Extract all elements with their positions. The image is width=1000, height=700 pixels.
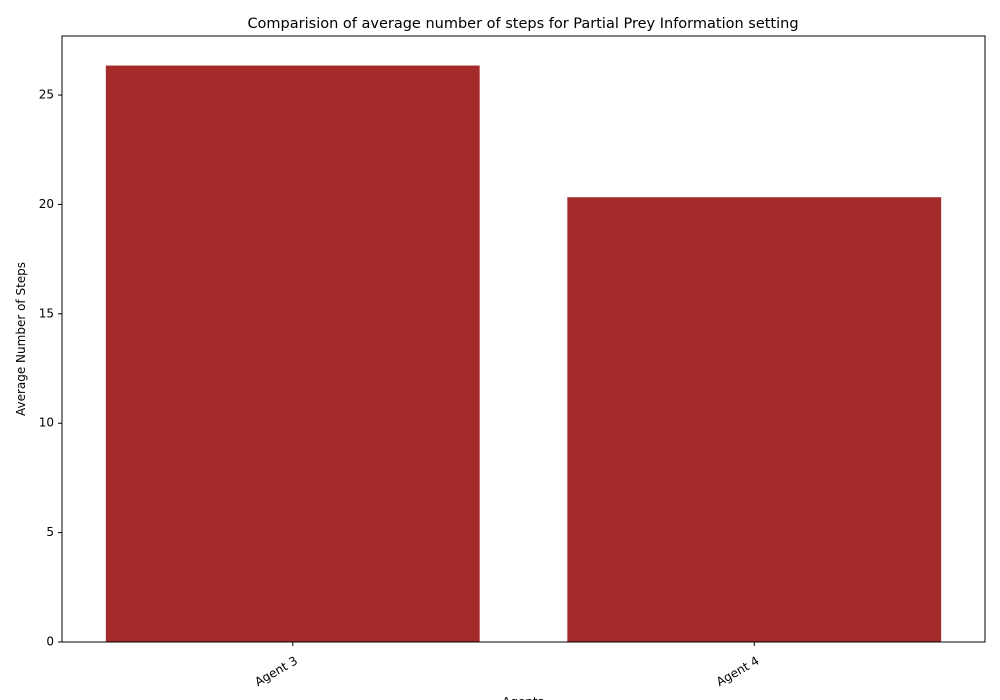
bar [105,65,480,642]
y-tick-label: 10 [39,416,54,430]
y-tick-label: 0 [46,635,54,649]
x-tick-label: Agent 3 [252,654,300,690]
chart-title: Comparision of average number of steps f… [247,16,798,32]
plot-frame [61,35,986,643]
y-axis-label: Average Number of Steps [14,262,28,416]
y-tick-label: 25 [39,88,54,102]
x-tick-label: Agent 4 [714,654,762,690]
x-axis-label: Agents [502,695,544,700]
y-tick-label: 20 [39,197,54,211]
bar [567,197,942,642]
y-tick-label: 5 [46,525,54,539]
y-tick-label: 15 [39,306,54,320]
